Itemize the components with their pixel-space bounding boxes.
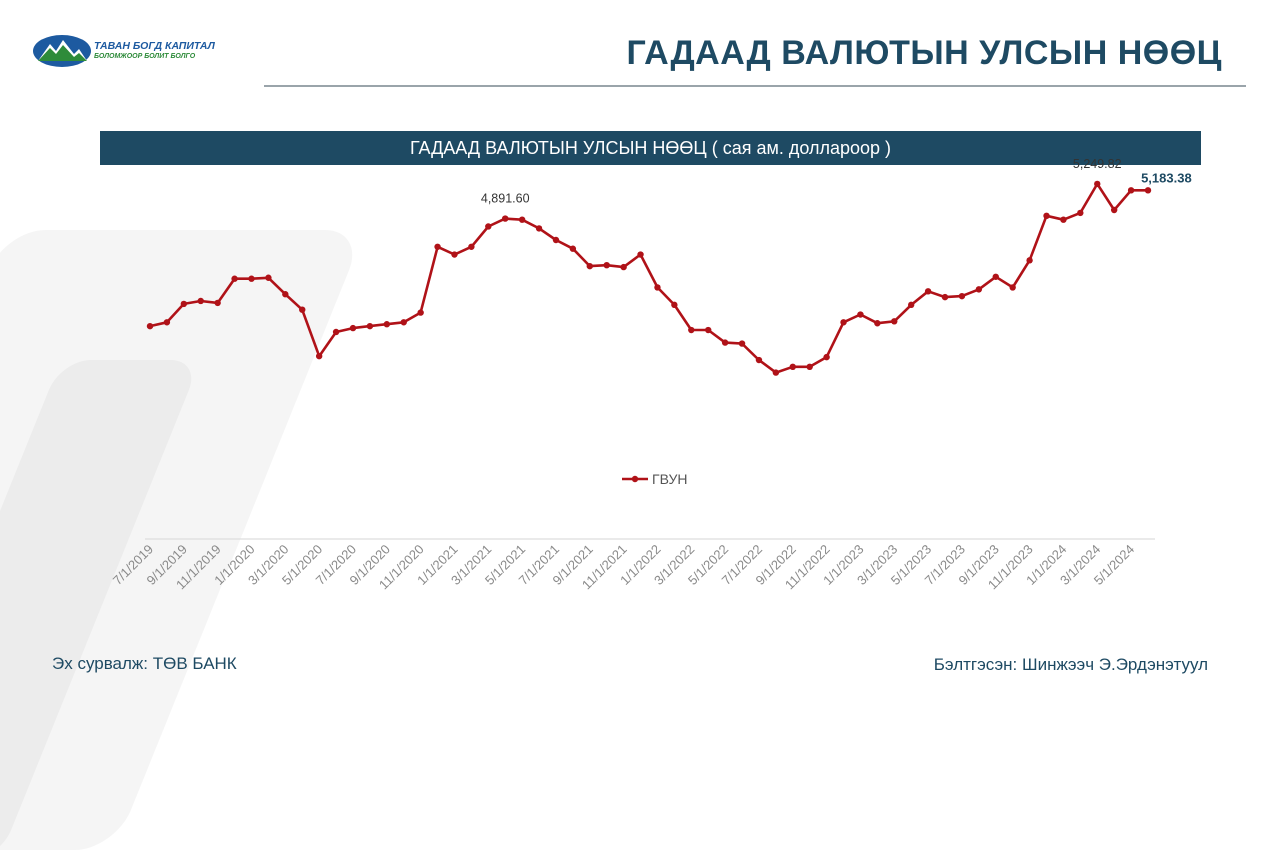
- page-title: ГАДААД ВАЛЮТЫН УЛСЫН НӨӨЦ: [626, 34, 1222, 72]
- company-logo: ТАВАН БОГД КАПИТАЛ БОЛОМЖООР БОЛИТ БОЛГО: [32, 34, 242, 70]
- data-point: [231, 275, 238, 282]
- data-point: [992, 273, 999, 280]
- data-point: [975, 286, 983, 293]
- data-point: [721, 339, 729, 346]
- data-point: [434, 243, 441, 250]
- data-point: [400, 319, 407, 326]
- data-point: [485, 223, 492, 230]
- data-point: [163, 319, 171, 326]
- data-point: [738, 340, 746, 347]
- data-point: [586, 262, 593, 270]
- logo-company-name: ТАВАН БОГД КАПИТАЛ: [94, 40, 215, 52]
- data-label: 5,183.38: [1141, 170, 1192, 185]
- data-point: [907, 301, 915, 309]
- data-point: [941, 293, 949, 301]
- data-point: [806, 363, 813, 370]
- data-point: [705, 326, 712, 334]
- data-point: [654, 284, 661, 291]
- data-point: [1009, 284, 1016, 291]
- data-point: [755, 356, 763, 364]
- data-point: [857, 311, 864, 318]
- data-point: [874, 320, 881, 327]
- data-point: [552, 236, 560, 244]
- author-note: Бэлтгэсэн: Шинжээч Э.Эрдэнэтуул: [933, 655, 1208, 674]
- data-point: [315, 352, 323, 360]
- data-point: [958, 292, 966, 300]
- data-point: [451, 251, 458, 258]
- data-point: [366, 322, 374, 330]
- data-point: [146, 322, 154, 330]
- data-point: [518, 216, 526, 223]
- data-point: [535, 225, 543, 232]
- data-point: [180, 300, 188, 308]
- data-point: [924, 288, 932, 295]
- line-chart: 4,891.605,249.825,183.387/1/20199/1/2019…: [110, 157, 1192, 592]
- data-label: 5,249.82: [1073, 157, 1122, 171]
- data-point: [299, 306, 306, 313]
- data-point: [248, 275, 255, 282]
- data-point: [197, 297, 204, 305]
- legend-label: ГВУН: [652, 471, 687, 487]
- data-point: [891, 318, 898, 325]
- title-divider: [264, 85, 1246, 87]
- chart-title-banner: ГАДААД ВАЛЮТЫН УЛСЫН НӨӨЦ ( сая ам. долл…: [100, 131, 1201, 165]
- data-point: [637, 251, 644, 258]
- data-point: [569, 245, 577, 252]
- source-note: Эх сурвалж: ТӨВ БАНК: [52, 654, 237, 673]
- data-point: [332, 328, 340, 336]
- data-label: 4,891.60: [481, 192, 530, 206]
- data-point: [620, 263, 627, 271]
- data-point: [468, 243, 475, 250]
- logo-mountain-icon: [33, 35, 91, 67]
- data-point: [789, 363, 796, 370]
- data-point: [603, 261, 610, 269]
- data-point: [688, 326, 695, 334]
- data-point: [1127, 187, 1135, 194]
- data-point: [1094, 180, 1101, 188]
- legend-marker: [631, 475, 639, 483]
- data-point: [1060, 216, 1067, 223]
- data-point: [671, 301, 678, 309]
- data-point: [1026, 257, 1033, 264]
- data-point: [502, 215, 509, 222]
- data-point: [1043, 212, 1050, 220]
- data-point: [840, 319, 847, 326]
- data-point: [772, 369, 780, 376]
- data-point: [1110, 206, 1118, 214]
- data-point: [823, 353, 830, 361]
- data-point: [265, 274, 272, 281]
- data-point: [383, 321, 391, 328]
- data-point: [1144, 187, 1152, 194]
- data-point: [214, 299, 221, 307]
- data-point: [1077, 209, 1084, 217]
- data-point: [417, 309, 424, 316]
- series-line-ГВУН: [149, 182, 1148, 374]
- logo-tagline: БОЛОМЖООР БОЛИТ БОЛГО: [94, 53, 196, 60]
- data-point: [349, 324, 357, 332]
- data-point: [282, 291, 289, 298]
